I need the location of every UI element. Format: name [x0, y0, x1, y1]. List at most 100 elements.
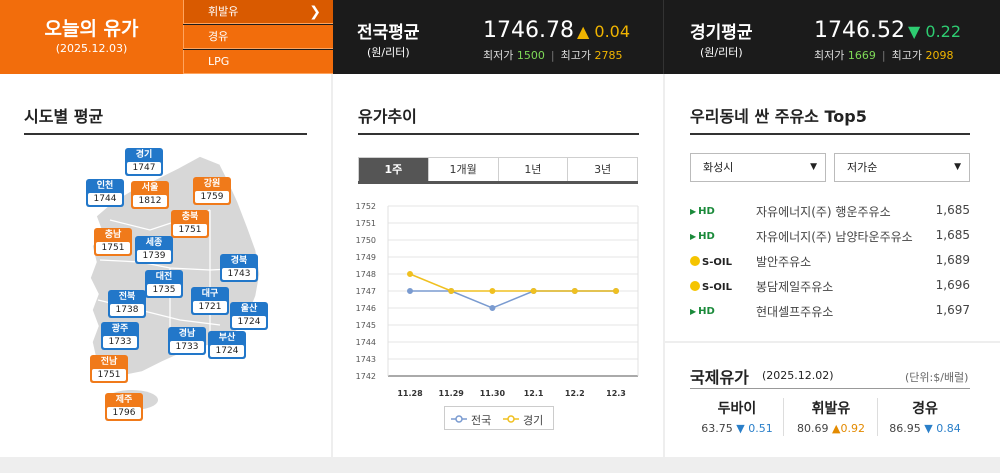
region-pin[interactable]: 제주 1796	[105, 393, 143, 421]
region-name: 경기	[135, 150, 153, 160]
region-pin[interactable]: 부산 1724	[208, 331, 246, 359]
min-label: 최저가	[814, 49, 845, 62]
arrow-mark-icon: ▶	[690, 232, 697, 241]
intl-price: 80.69	[797, 422, 829, 435]
period-tabs: 1주 1개월 1년 3년	[358, 157, 638, 182]
national-legend-icon	[451, 415, 467, 423]
region-value: 1743	[222, 268, 256, 280]
region-pin[interactable]: 충북 1751	[171, 210, 209, 238]
gyeonggi-average: 경기평균 (원/리터) 1746.52 ▼ 0.22 최저가 1669 | 최고가 …	[664, 0, 1000, 74]
chevron-right-icon: ❯	[309, 4, 321, 20]
region-name: 충남	[104, 230, 122, 240]
gyeonggi-price: 1746.52	[814, 18, 905, 43]
data-point	[407, 288, 413, 294]
station-name: 봉담제일주유소	[756, 280, 834, 294]
region-pin[interactable]: 대구 1721	[191, 287, 229, 315]
region-name: 광주	[111, 324, 129, 334]
region-pin[interactable]: 경기 1747	[125, 148, 163, 176]
x-tick-label: 11.29	[439, 389, 465, 398]
stations-title: 우리동네 싼 주유소 Top5	[690, 107, 867, 126]
region-pin[interactable]: 충남 1751	[94, 228, 132, 256]
region-name: 대전	[155, 272, 173, 282]
station-row[interactable]: ▶ HD 자유에너지(주) 남양타운주유소 1,685	[690, 228, 970, 246]
data-point	[613, 288, 619, 294]
national-change: ▲ 0.04	[577, 22, 631, 41]
fuel-type-tabs: 휘발유 ❯ 경유 LPG	[183, 0, 333, 74]
region-border-line	[97, 209, 251, 350]
region-pin[interactable]: 울산 1724	[230, 302, 268, 330]
intl-panel	[665, 343, 1000, 457]
region-pin[interactable]: 인천 1744	[86, 179, 124, 207]
national-minmax: 최저가 1500 | 최고가 2785	[483, 49, 623, 62]
region-value: 1759	[195, 191, 229, 203]
divider	[665, 341, 1000, 343]
gyeonggi-unit: (원/리터)	[700, 46, 743, 59]
station-row[interactable]: ▶ HD 현대셀프주유소 1,697	[690, 303, 970, 321]
station-row[interactable]: S-OIL 발안주유소 1,689	[690, 253, 970, 271]
divider	[783, 398, 784, 436]
caret-down-icon: ▼	[810, 162, 817, 172]
trend-title: 유가추이	[358, 107, 417, 126]
tab-1month[interactable]: 1개월	[429, 158, 499, 181]
y-tick-label: 1750	[356, 236, 376, 245]
region-pin[interactable]: 경남 1733	[168, 327, 206, 355]
y-tick-label: 1749	[356, 253, 376, 262]
region-pin[interactable]: 경북 1743	[220, 254, 258, 282]
station-row[interactable]: S-OIL 봉담제일주유소 1,696	[690, 278, 970, 296]
title-underline	[358, 133, 639, 135]
sort-select[interactable]: 저가순 ▼	[834, 153, 970, 182]
national-name: 전국평균	[357, 23, 420, 43]
brand-name: HD	[698, 231, 715, 242]
region-select[interactable]: 화성시 ▼	[690, 153, 826, 182]
region-pin[interactable]: 강원 1759	[193, 177, 231, 205]
region-pin[interactable]: 대전 1735	[145, 270, 183, 298]
today-price-box: 오늘의 유가 (2025.12.03)	[0, 0, 183, 74]
fuel-tab-lpg[interactable]: LPG	[183, 50, 333, 74]
region-value: 1724	[210, 345, 244, 357]
region-pin[interactable]: 전북 1738	[108, 290, 146, 318]
station-name: 자유에너지(주) 행운주유소	[756, 205, 891, 219]
region-pin[interactable]: 광주 1733	[101, 322, 139, 350]
region-pin[interactable]: 세종 1739	[135, 236, 173, 264]
gyeonggi-name: 경기평균	[690, 23, 753, 43]
y-tick-label: 1742	[356, 372, 376, 381]
tab-1year[interactable]: 1년	[499, 158, 569, 181]
station-name: 발안주유소	[756, 255, 812, 269]
national-price: 1746.78	[483, 18, 574, 43]
region-name: 서울	[141, 183, 159, 193]
tab-3year[interactable]: 3년	[594, 163, 612, 176]
s-oil-logo: S-OIL	[690, 256, 732, 268]
data-point	[571, 288, 578, 294]
station-price: 1,685	[935, 228, 970, 242]
y-tick-label: 1746	[356, 304, 376, 313]
station-row[interactable]: ▶ HD 자유에너지(주) 행운주유소 1,685	[690, 203, 970, 221]
intl-item-name: 두바이	[717, 401, 757, 417]
intl-item-name: 휘발유	[811, 401, 851, 417]
intl-item-diesel: 경유 86.95 ▼ 0.84	[880, 398, 970, 435]
region-name: 강원	[203, 179, 221, 189]
tab-1week[interactable]: 1주	[359, 158, 429, 181]
region-value: 1812	[133, 195, 167, 207]
brand-name: HD	[698, 206, 715, 217]
region-value: 1751	[96, 242, 130, 254]
region-name: 전북	[118, 292, 136, 302]
title-underline	[24, 133, 307, 135]
region-name: 세종	[145, 238, 163, 248]
fuel-tab-gasoline[interactable]: 휘발유 ❯	[183, 0, 333, 24]
brand-name: HD	[698, 306, 715, 317]
national-unit: (원/리터)	[367, 46, 410, 59]
region-pin[interactable]: 전남 1751	[90, 355, 128, 383]
x-tick-label: 12.1	[524, 389, 544, 398]
gyeonggi-legend-icon	[503, 415, 519, 423]
region-title: 시도별 평균	[24, 107, 104, 126]
intl-item-value: 86.95 ▼ 0.84	[880, 422, 970, 435]
intl-item-dubai: 두바이 63.75 ▼ 0.51	[692, 398, 782, 435]
region-pin[interactable]: 서울 1812	[131, 181, 169, 209]
max-value: 2785	[594, 49, 623, 62]
station-price: 1,697	[935, 303, 970, 317]
data-point	[530, 288, 537, 294]
fuel-tab-label: 휘발유	[208, 5, 239, 18]
intl-title: 국제유가	[690, 368, 749, 387]
fuel-tab-diesel[interactable]: 경유	[183, 25, 333, 49]
y-tick-label: 1752	[356, 202, 376, 211]
